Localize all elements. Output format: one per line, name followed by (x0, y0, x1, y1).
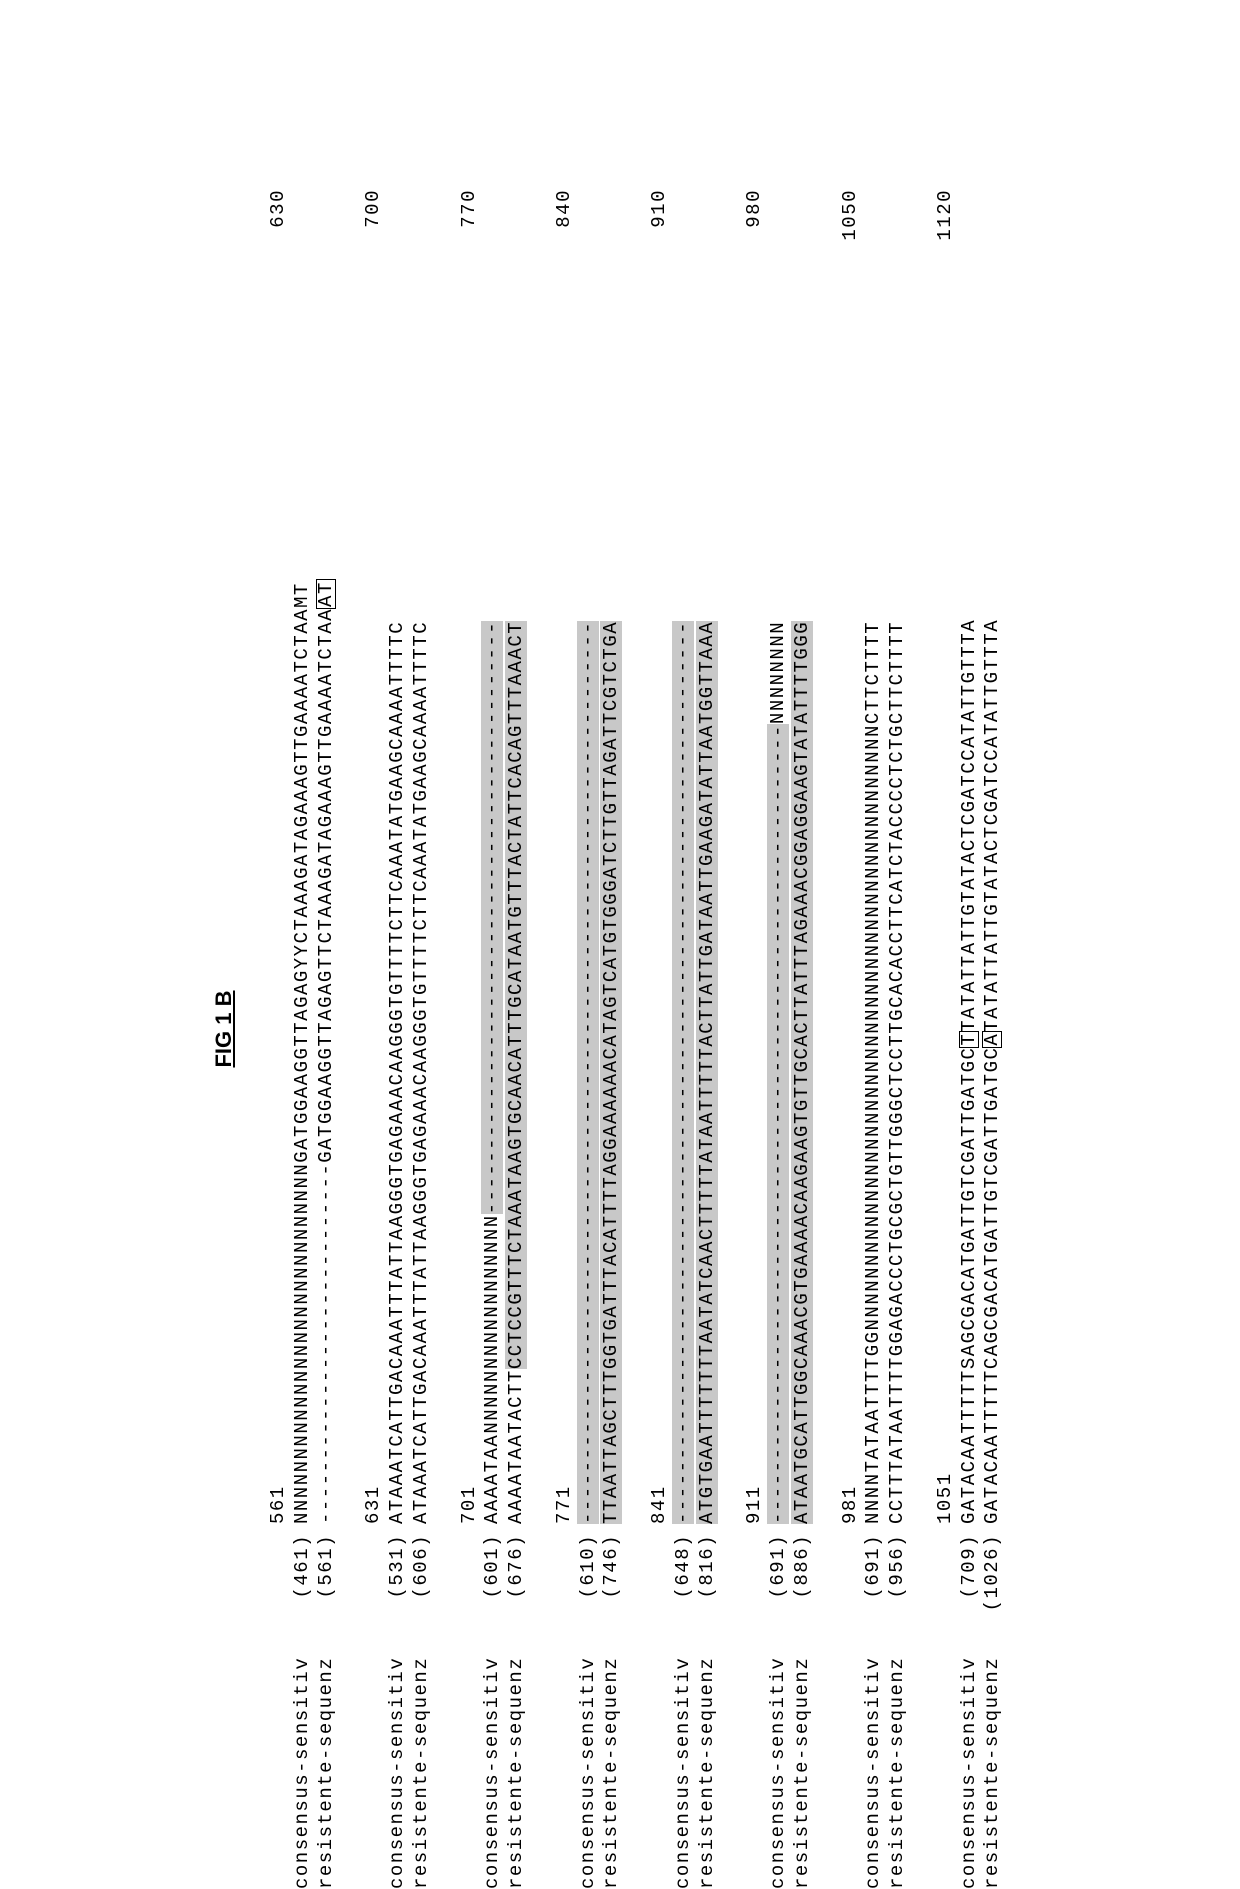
alignment-block: 911980consensus-sensitiv(691)-----------… (743, 169, 814, 1889)
sequence-position: (606) (410, 1524, 434, 1629)
position-ruler: 10511120 (934, 169, 958, 1889)
position-ruler: 841910 (648, 169, 672, 1889)
alignment-row: resistente-sequenz(561)-----------------… (315, 169, 339, 1889)
alignment-row: consensus-sensitiv(691)-----------------… (767, 169, 791, 1889)
sequence-text: ----------------------------------------… (577, 169, 601, 1524)
sequence-position: (676) (505, 1524, 529, 1629)
alignment-row: resistente-sequenz(746)TTAATTAGCTTTGGTGA… (600, 169, 624, 1889)
sequence-text: CCTTTATAATTTTGGAGACCCTGCGCTGTTGGGCTCCTTG… (886, 169, 910, 1524)
alignment-row: consensus-sensitiv(709)GATACAATTTTTSAGCG… (958, 169, 982, 1889)
sequence-label: resistente-sequenz (315, 1629, 339, 1889)
sequence-label: resistente-sequenz (505, 1629, 529, 1889)
sequence-text: TTAATTAGCTTTGGTGATTTACATTTTAGGAAAAAACATA… (600, 169, 624, 1524)
alignment-block: 10511120consensus-sensitiv(709)GATACAATT… (934, 169, 1005, 1889)
sequence-label: resistente-sequenz (791, 1629, 815, 1889)
alignment-row: consensus-sensitiv(610)-----------------… (577, 169, 601, 1889)
sequence-text: ----------------------------------------… (767, 169, 791, 1524)
figure-title: FIG 1 B (211, 169, 237, 1889)
alignment-block: 561630consensus-sensitiv(461)NNNNNNNNNNN… (267, 169, 338, 1889)
sequence-text: ----------------------------GATGGAAGGTTA… (315, 169, 339, 1524)
sequence-text: AAAATAATACTTCCTCCGTTTCTAAATAAGTGCAACATTT… (505, 169, 529, 1524)
alignment-row: consensus-sensitiv(691)NNNNTATAATTTTGGNN… (862, 169, 886, 1889)
sequence-label: resistente-sequenz (696, 1629, 720, 1889)
sequence-text: ATAAATCATTGACAAATTTATTAAGGGTGAGAAACAAGGG… (410, 169, 434, 1524)
alignment-row: consensus-sensitiv(601)AAAATAANNNNNNNNNN… (481, 169, 505, 1889)
sequence-position: (648) (672, 1524, 696, 1629)
sequence-label: resistente-sequenz (600, 1629, 624, 1889)
sequence-position: (816) (696, 1524, 720, 1629)
sequence-text: ----------------------------------------… (672, 169, 696, 1524)
sequence-label: resistente-sequenz (981, 1629, 1005, 1889)
sequence-text: NNNNTATAATTTTGGNNNNNNNNNNNNNNNNNNNNNNNNN… (862, 169, 886, 1524)
position-ruler: 9811050 (839, 169, 863, 1889)
sequence-position: (601) (481, 1524, 505, 1629)
position-ruler: 561630 (267, 169, 291, 1889)
alignment-row: resistente-sequenz(956)CCTTTATAATTTTGGAG… (886, 169, 910, 1889)
sequence-position: (691) (767, 1524, 791, 1629)
alignment-row: consensus-sensitiv(531)ATAAATCATTGACAAAT… (386, 169, 410, 1889)
alignment-block: 9811050consensus-sensitiv(691)NNNNTATAAT… (839, 169, 910, 1889)
sequence-position: (709) (958, 1524, 982, 1629)
sequence-label: consensus-sensitiv (481, 1629, 505, 1889)
sequence-position: (886) (791, 1524, 815, 1629)
sequence-position: (561) (315, 1524, 339, 1629)
sequence-position: (461) (291, 1524, 315, 1629)
sequence-label: consensus-sensitiv (386, 1629, 410, 1889)
alignment-block: 701770consensus-sensitiv(601)AAAATAANNNN… (458, 169, 529, 1889)
alignment-figure: FIG 1 B 561630consensus-sensitiv(461)NNN… (211, 169, 1029, 1889)
sequence-position: (746) (600, 1524, 624, 1629)
sequence-text: ATGTGAATTTTTTTAATATCAACTTTTTATAATTTTTACT… (696, 169, 720, 1524)
sequence-text: ATAATGCATTGGCAAACGTGAAAACAAGAAGTGTTGCACT… (791, 169, 815, 1524)
position-ruler: 771840 (553, 169, 577, 1889)
alignment-row: consensus-sensitiv(648)-----------------… (672, 169, 696, 1889)
alignment-row: resistente-sequenz(606)ATAAATCATTGACAAAT… (410, 169, 434, 1889)
alignment-row: resistente-sequenz(886)ATAATGCATTGGCAAAC… (791, 169, 815, 1889)
sequence-label: consensus-sensitiv (862, 1629, 886, 1889)
position-ruler: 701770 (458, 169, 482, 1889)
sequence-label: consensus-sensitiv (577, 1629, 601, 1889)
sequence-position: (691) (862, 1524, 886, 1629)
sequence-label: consensus-sensitiv (291, 1629, 315, 1889)
position-ruler: 911980 (743, 169, 767, 1889)
sequence-label: consensus-sensitiv (767, 1629, 791, 1889)
alignment-row: resistente-sequenz(816)ATGTGAATTTTTTTAAT… (696, 169, 720, 1889)
sequence-text: NNNNNNNNNNNNNNNNNNNNNNNNNNNNGATGGAAGGTTA… (291, 169, 315, 1524)
sequence-position: (956) (886, 1524, 910, 1629)
sequence-text: GATACAATTTTTCAGCGACATGATTGTCGATTGATGCATA… (981, 169, 1005, 1524)
sequence-text: AAAATAANNNNNNNNNNNNNNNNN----------------… (481, 169, 505, 1524)
sequence-label: consensus-sensitiv (672, 1629, 696, 1889)
sequence-text: GATACAATTTTTSAGCGACATGATTGTCGATTGATGCTTA… (958, 169, 982, 1524)
alignment-block: 771840consensus-sensitiv(610)-----------… (553, 169, 624, 1889)
sequence-label: consensus-sensitiv (958, 1629, 982, 1889)
sequence-position: (1026) (981, 1524, 1005, 1629)
alignment-row: resistente-sequenz(676)AAAATAATACTTCCTCC… (505, 169, 529, 1889)
alignment-row: resistente-sequenz(1026)GATACAATTTTTCAGC… (981, 169, 1005, 1889)
sequence-position: (531) (386, 1524, 410, 1629)
alignment-block: 631700consensus-sensitiv(531)ATAAATCATTG… (362, 169, 433, 1889)
alignment-block: 841910consensus-sensitiv(648)-----------… (648, 169, 719, 1889)
position-ruler: 631700 (362, 169, 386, 1889)
alignment-blocks: 561630consensus-sensitiv(461)NNNNNNNNNNN… (267, 169, 1005, 1889)
sequence-label: resistente-sequenz (410, 1629, 434, 1889)
sequence-position: (610) (577, 1524, 601, 1629)
alignment-row: consensus-sensitiv(461)NNNNNNNNNNNNNNNNN… (291, 169, 315, 1889)
sequence-label: resistente-sequenz (886, 1629, 910, 1889)
sequence-text: ATAAATCATTGACAAATTTATTAAGGGTGAGAAACAAGGG… (386, 169, 410, 1524)
